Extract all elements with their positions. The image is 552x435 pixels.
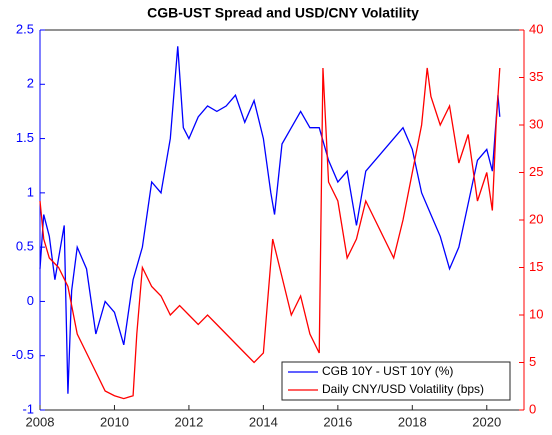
x-tick-label: 2016	[323, 414, 352, 429]
y2-tick-label: 15	[529, 259, 543, 274]
y2-tick-label: 0	[529, 401, 536, 416]
y-tick-label: 2	[27, 76, 34, 91]
x-tick-label: 2012	[174, 414, 203, 429]
legend-label: Daily CNY/USD Volatility (bps)	[322, 382, 484, 396]
y-tick-label: 0.5	[16, 239, 34, 254]
y2-tick-label: 10	[529, 306, 543, 321]
x-tick-label: 2014	[249, 414, 278, 429]
y2-tick-label: 20	[529, 211, 543, 226]
x-tick-label: 2010	[100, 414, 129, 429]
chart-title: CGB-UST Spread and USD/CNY Volatility	[147, 5, 419, 21]
series-line	[39, 46, 501, 394]
y-tick-label: 1.5	[16, 130, 34, 145]
y-tick-label: 0	[27, 293, 34, 308]
x-tick-label: 2018	[398, 414, 427, 429]
series-line	[39, 67, 501, 400]
y2-tick-label: 30	[529, 116, 543, 131]
y2-tick-label: 5	[529, 354, 536, 369]
x-tick-label: 2020	[472, 414, 501, 429]
y-tick-label: -1	[22, 401, 34, 416]
y-tick-label: 2.5	[16, 21, 34, 36]
y2-tick-label: 40	[529, 21, 543, 36]
legend-label: CGB 10Y - UST 10Y (%)	[322, 364, 453, 378]
legend-box	[281, 361, 511, 401]
y2-tick-label: 25	[529, 164, 543, 179]
y-tick-label: 1	[27, 184, 34, 199]
y-tick-label: -0.5	[12, 347, 34, 362]
x-tick-label: 2008	[26, 414, 55, 429]
y2-tick-label: 35	[529, 69, 543, 84]
